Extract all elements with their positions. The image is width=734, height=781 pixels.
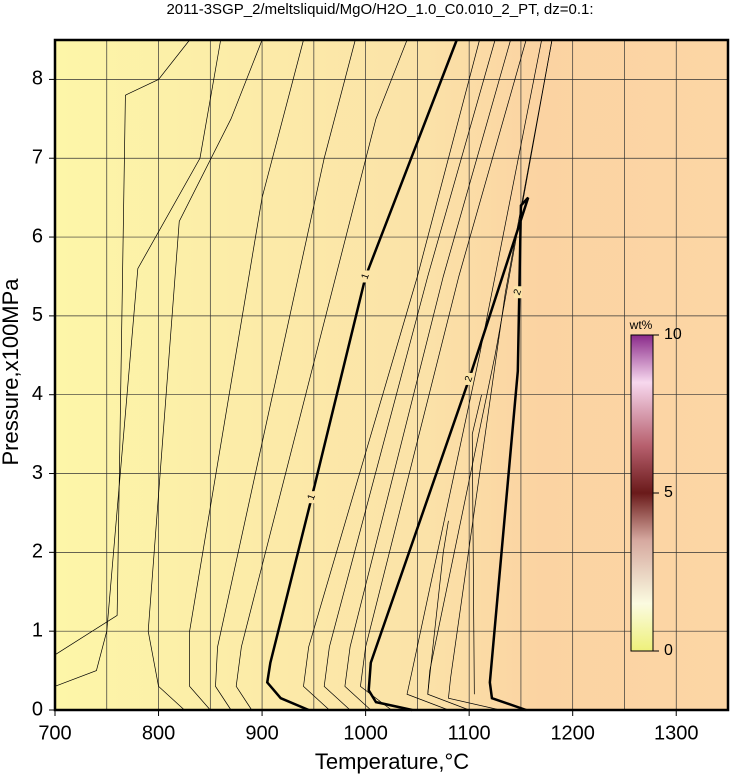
y-tick-label: 8 — [32, 68, 43, 90]
contour-line — [471, 394, 482, 695]
contour-line — [189, 39, 304, 711]
y-axis-label: Pressure,x100MPa — [0, 278, 23, 466]
y-tick-label: 5 — [32, 304, 43, 326]
chart-title: 2011-3SGP_2/meltsliquid/MgO/H2O_1.0_C0.0… — [166, 1, 593, 18]
colorbar-label: wt% — [629, 318, 653, 332]
y-tick-label: 3 — [32, 462, 43, 484]
y-tick-label: 6 — [32, 225, 43, 247]
contour-line — [147, 39, 263, 711]
contour-line — [303, 39, 480, 711]
x-tick-label: 1100 — [448, 722, 491, 744]
y-tick-label: 0 — [32, 698, 43, 720]
contour-label: 1 — [360, 272, 372, 281]
contour-label: 2 — [512, 287, 524, 296]
x-tick-label: 1200 — [550, 722, 595, 744]
contour-label-bg — [513, 286, 522, 299]
x-tick-label: 900 — [245, 722, 278, 744]
x-tick-label: 1300 — [654, 722, 699, 744]
contour-line — [360, 39, 527, 711]
contour-label-bg — [307, 491, 316, 504]
y-tick-label: 1 — [32, 619, 43, 641]
y-tick-label: 4 — [32, 383, 43, 405]
plot-frame — [53, 38, 730, 712]
contour-line — [344, 39, 511, 711]
contour-label: 1 — [306, 492, 318, 501]
x-tick-label: 800 — [142, 722, 175, 744]
x-tick-label: 700 — [38, 722, 71, 744]
contour-line — [427, 39, 553, 711]
contour-line — [406, 39, 542, 711]
contour-line — [323, 39, 496, 711]
contour-label-bg — [465, 372, 474, 385]
colorbar — [630, 334, 654, 652]
contour-line — [427, 520, 449, 695]
contour-line — [215, 39, 356, 711]
colorbar-tick-label: 10 — [664, 326, 682, 343]
colorbar-tick-label: 5 — [664, 484, 673, 501]
contour-label: 2 — [463, 374, 475, 383]
y-tick-label: 7 — [32, 147, 43, 169]
x-axis-label: Temperature,°C — [315, 749, 469, 774]
contour-label-bg — [361, 270, 370, 283]
contour-line — [235, 39, 408, 711]
colorbar-tick-label: 0 — [664, 642, 673, 659]
contour-line — [448, 39, 553, 711]
contour-line — [54, 39, 190, 656]
x-tick-label: 1000 — [343, 722, 388, 744]
y-tick-label: 2 — [32, 541, 43, 563]
plot-background — [55, 40, 728, 710]
contour-line — [54, 39, 222, 687]
